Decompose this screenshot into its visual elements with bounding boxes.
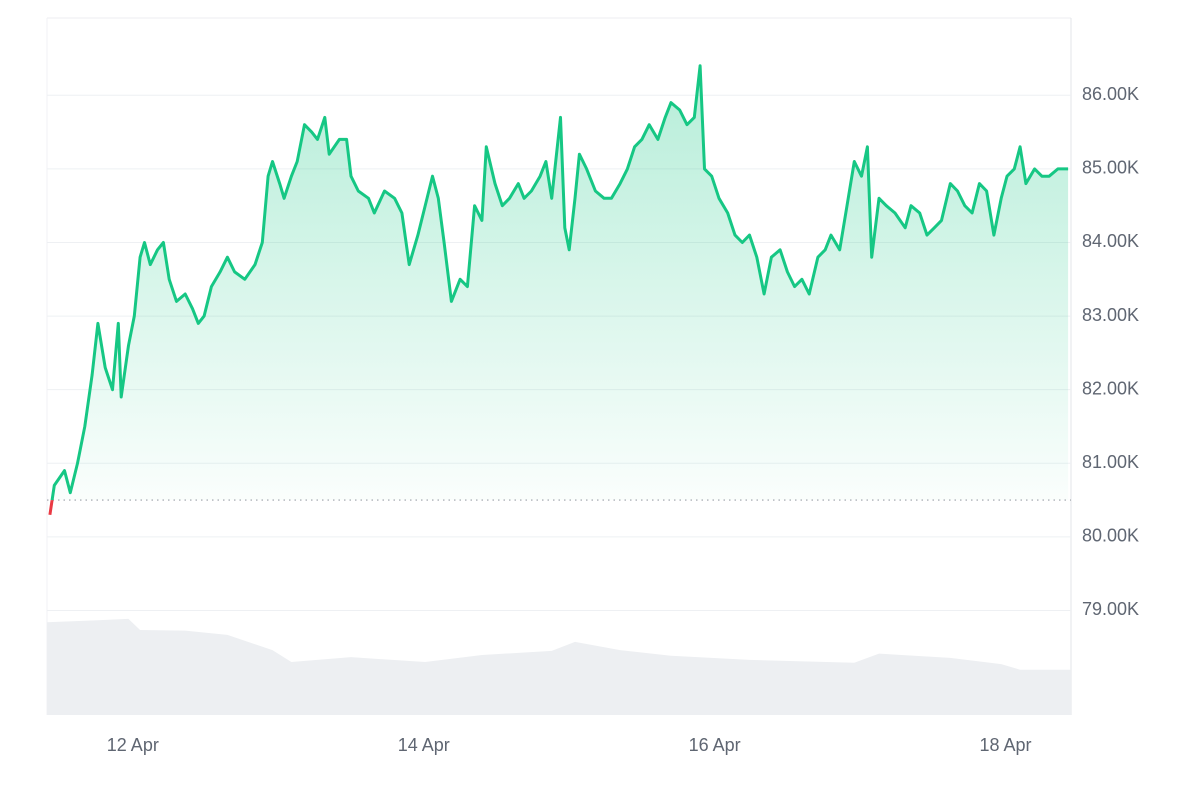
x-tick-label: 12 Apr — [107, 735, 159, 755]
x-tick-label: 18 Apr — [980, 735, 1032, 755]
y-tick-label: 82.00K — [1082, 378, 1139, 398]
volume-area — [47, 618, 1071, 715]
x-tick-label: 16 Apr — [689, 735, 741, 755]
y-tick-label: 79.00K — [1082, 599, 1139, 619]
price-line — [50, 64, 1069, 501]
price-area — [52, 65, 1069, 501]
y-tick-label: 80.00K — [1082, 526, 1139, 546]
y-tick-label: 84.00K — [1082, 231, 1139, 251]
y-tick-label: 83.00K — [1082, 305, 1139, 325]
y-tick-label: 81.00K — [1082, 452, 1139, 472]
x-tick-label: 14 Apr — [398, 735, 450, 755]
y-tick-label: 85.00K — [1082, 158, 1139, 178]
y-tick-label: 86.00K — [1082, 84, 1139, 104]
